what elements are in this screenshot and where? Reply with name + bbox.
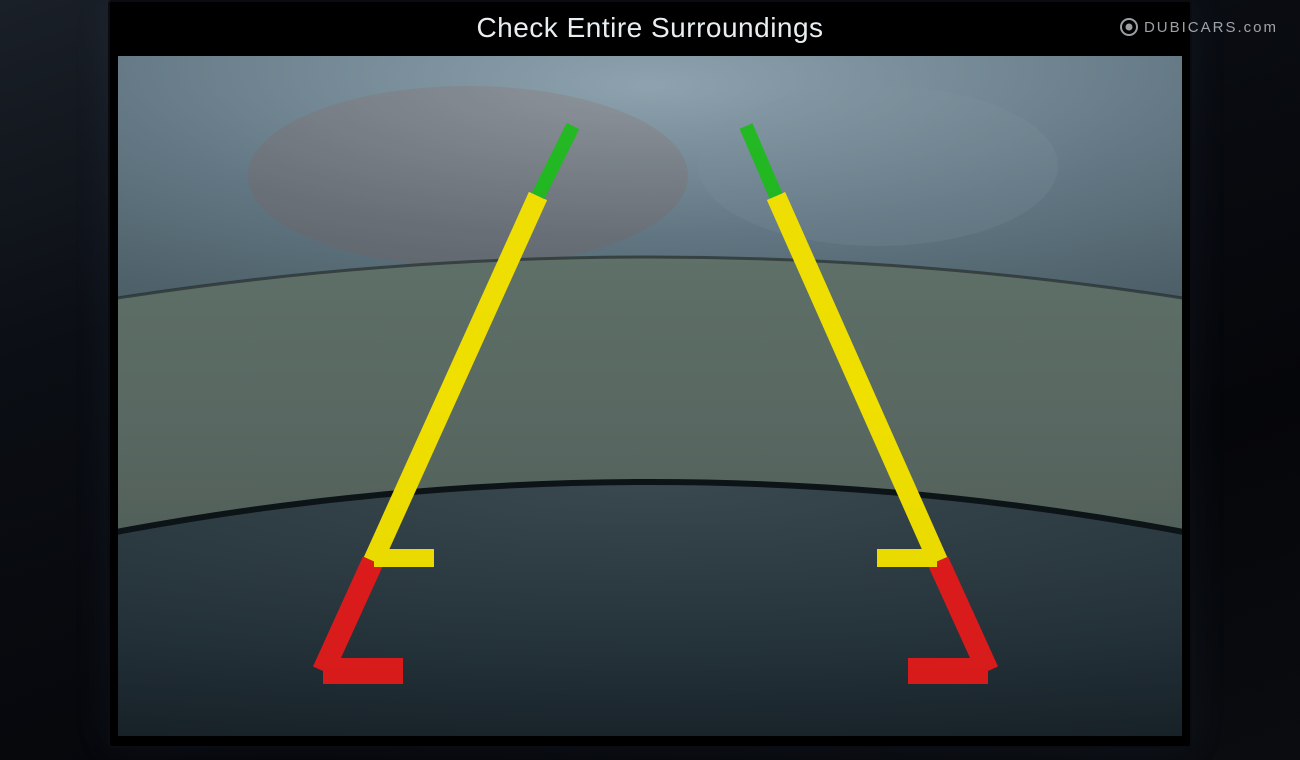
- source-watermark: DUBICARS.com: [1120, 18, 1278, 36]
- lcd-sheen: [118, 56, 1182, 736]
- warning-title: Check Entire Surroundings: [476, 12, 823, 44]
- watermark-logo-icon: [1120, 18, 1138, 36]
- reverse-camera-view: [118, 56, 1182, 736]
- watermark-text: DUBICARS.com: [1144, 19, 1278, 36]
- infotainment-screen[interactable]: Check Entire Surroundings: [108, 0, 1192, 748]
- camera-overlay-svg: [118, 56, 1182, 736]
- title-bar: Check Entire Surroundings: [108, 0, 1192, 56]
